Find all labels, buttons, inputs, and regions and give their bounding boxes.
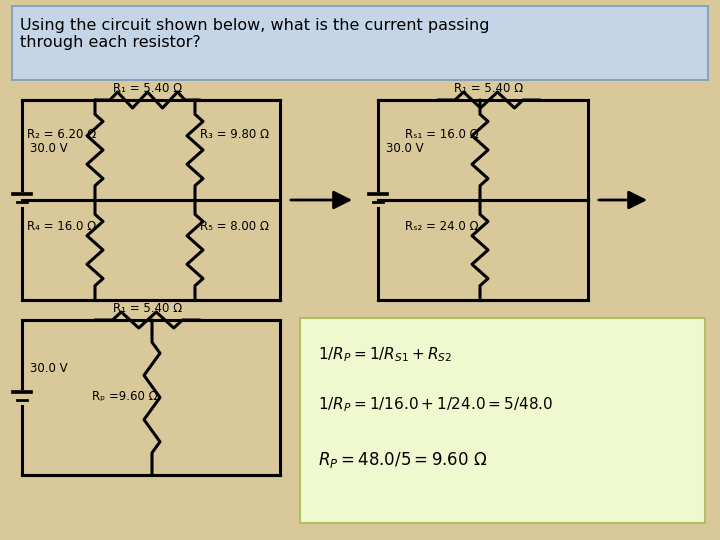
Text: R₂ = 6.20 Ω: R₂ = 6.20 Ω [27, 128, 96, 141]
FancyBboxPatch shape [300, 318, 705, 523]
Text: R₅ = 8.00 Ω: R₅ = 8.00 Ω [200, 220, 269, 233]
Text: R₄ = 16.0 Ω: R₄ = 16.0 Ω [27, 220, 96, 233]
Text: R₁ = 5.40 Ω: R₁ = 5.40 Ω [113, 82, 182, 95]
Text: Rₛ₂ = 24.0 Ω: Rₛ₂ = 24.0 Ω [405, 220, 479, 233]
Text: R₁ = 5.40 Ω: R₁ = 5.40 Ω [454, 82, 523, 95]
Text: Rₚ =9.60 Ω: Rₚ =9.60 Ω [92, 390, 158, 403]
Text: $R_P = 48.0/5 = 9.60\ \Omega$: $R_P = 48.0/5 = 9.60\ \Omega$ [318, 450, 487, 470]
Text: R₁ = 5.40 Ω: R₁ = 5.40 Ω [113, 302, 182, 315]
FancyBboxPatch shape [12, 6, 708, 80]
Text: Rₛ₁ = 16.0 Ω: Rₛ₁ = 16.0 Ω [405, 128, 479, 141]
Text: $1/R_P = 1/R_{S1} + R_{S2}$: $1/R_P = 1/R_{S1} + R_{S2}$ [318, 345, 452, 364]
Text: Using the circuit shown below, what is the current passing
through each resistor: Using the circuit shown below, what is t… [20, 18, 490, 50]
Text: $1/R_P = 1/16.0 + 1/24.0 = 5/48.0$: $1/R_P = 1/16.0 + 1/24.0 = 5/48.0$ [318, 395, 553, 414]
Text: 30.0 V: 30.0 V [386, 142, 423, 155]
Text: R₃ = 9.80 Ω: R₃ = 9.80 Ω [200, 128, 269, 141]
Text: 30.0 V: 30.0 V [30, 142, 68, 155]
Text: 30.0 V: 30.0 V [30, 362, 68, 375]
